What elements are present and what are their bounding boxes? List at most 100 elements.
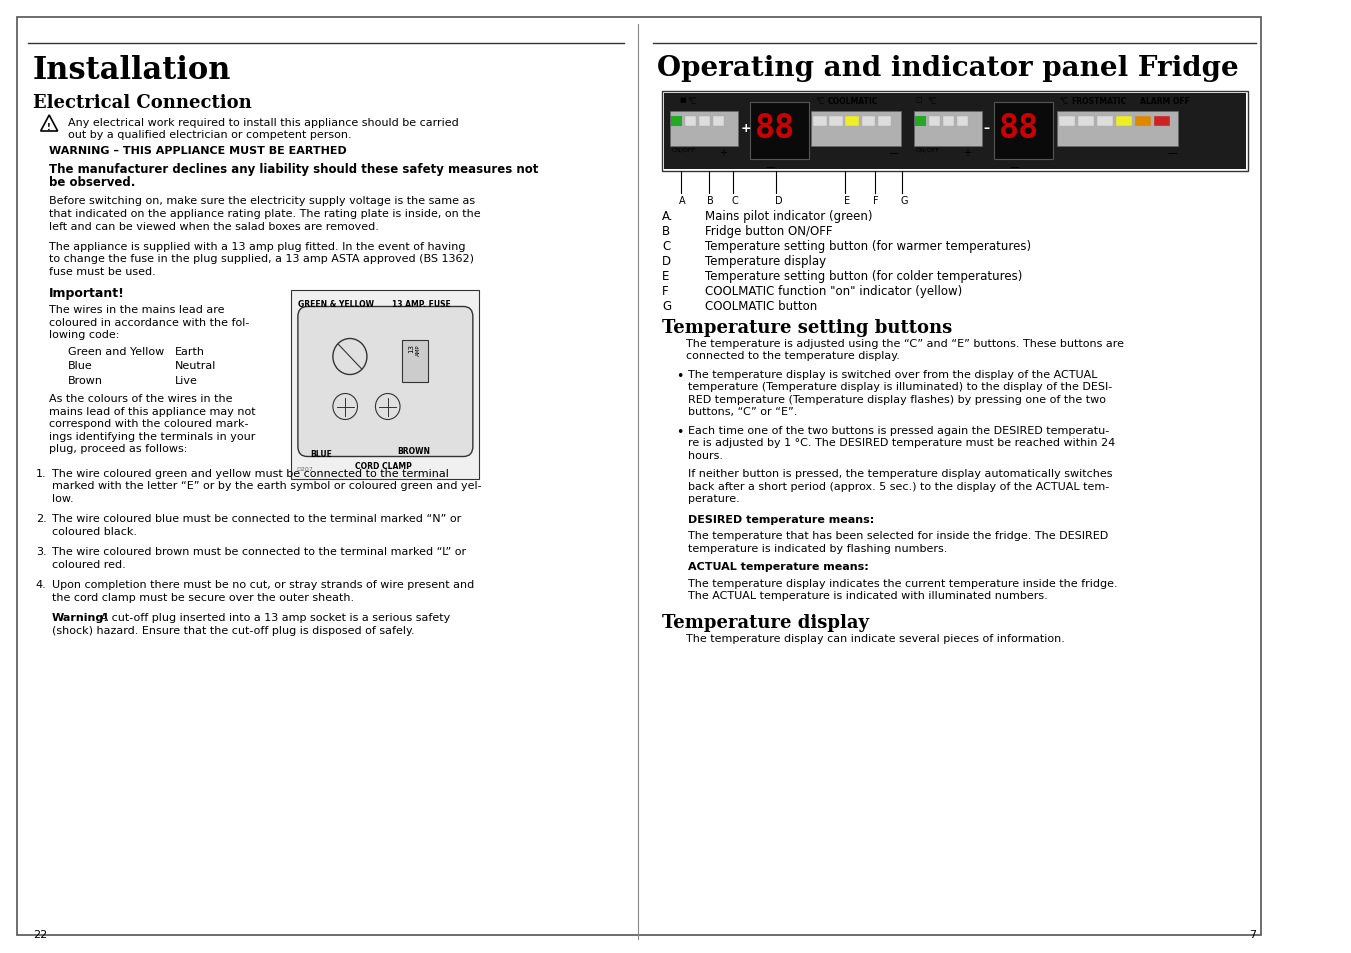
Text: the cord clamp must be secure over the outer sheath.: the cord clamp must be secure over the o… xyxy=(53,593,354,602)
Text: perature.: perature. xyxy=(688,494,739,504)
Text: E: E xyxy=(662,270,669,283)
Text: (shock) hazard. Ensure that the cut-off plug is disposed of safely.: (shock) hazard. Ensure that the cut-off … xyxy=(53,625,415,636)
Bar xyxy=(1135,117,1151,127)
Text: D: D xyxy=(662,254,671,268)
Text: 1.: 1. xyxy=(36,469,46,478)
Text: Each time one of the two buttons is pressed again the DESIRED temperatu-: Each time one of the two buttons is pres… xyxy=(688,426,1109,436)
Text: buttons, “C” or “E”.: buttons, “C” or “E”. xyxy=(688,407,797,417)
Text: Important!: Important! xyxy=(49,287,126,300)
Text: A.: A. xyxy=(662,210,674,223)
Text: Any electrical work required to install this appliance should be carried: Any electrical work required to install … xyxy=(68,118,459,128)
Text: 88: 88 xyxy=(755,112,794,145)
Text: Brown: Brown xyxy=(68,375,103,386)
Text: °C: °C xyxy=(815,97,824,106)
Text: The wires in the mains lead are: The wires in the mains lead are xyxy=(49,305,224,315)
Text: hours.: hours. xyxy=(688,451,723,460)
Text: temperature is indicated by flashing numbers.: temperature is indicated by flashing num… xyxy=(688,543,947,554)
Bar xyxy=(1078,117,1094,127)
Text: BROWN: BROWN xyxy=(397,447,430,456)
Bar xyxy=(928,117,940,127)
Text: The temperature display can indicate several pieces of information.: The temperature display can indicate sev… xyxy=(686,634,1065,643)
Text: Electrical Connection: Electrical Connection xyxy=(34,94,251,112)
Text: If neither button is pressed, the temperature display automatically switches: If neither button is pressed, the temper… xyxy=(688,469,1112,479)
Text: D: D xyxy=(774,195,782,206)
Text: As the colours of the wires in the: As the colours of the wires in the xyxy=(49,395,232,404)
Text: marked with the letter “E” or by the earth symbol or coloured green and yel-: marked with the letter “E” or by the ear… xyxy=(53,481,482,491)
Text: COOLMATIC function "on" indicator (yellow): COOLMATIC function "on" indicator (yello… xyxy=(705,285,962,297)
Text: that indicated on the appliance rating plate. The rating plate is inside, on the: that indicated on the appliance rating p… xyxy=(49,209,481,219)
Text: Temperature display: Temperature display xyxy=(662,614,869,631)
Text: Live: Live xyxy=(176,375,197,386)
Bar xyxy=(403,340,428,382)
Text: ings identifying the terminals in your: ings identifying the terminals in your xyxy=(49,432,255,441)
Bar xyxy=(916,117,925,127)
Text: E: E xyxy=(843,195,850,206)
Text: F: F xyxy=(662,285,669,297)
Text: —: — xyxy=(1169,148,1178,158)
FancyBboxPatch shape xyxy=(662,91,1248,172)
Text: Mains pilot indicator (green): Mains pilot indicator (green) xyxy=(705,210,871,223)
Text: Blue: Blue xyxy=(68,361,93,371)
Text: !: ! xyxy=(47,122,51,132)
Text: F: F xyxy=(873,195,878,206)
Text: +: + xyxy=(740,122,751,135)
FancyBboxPatch shape xyxy=(292,291,480,479)
FancyBboxPatch shape xyxy=(1058,112,1178,147)
Bar xyxy=(943,117,954,127)
Bar xyxy=(1059,117,1075,127)
Text: coloured black.: coloured black. xyxy=(53,526,136,537)
Text: lowing code:: lowing code: xyxy=(49,330,119,340)
Text: The temperature that has been selected for inside the fridge. The DESIRED: The temperature that has been selected f… xyxy=(688,531,1108,541)
Text: B: B xyxy=(708,195,715,206)
Text: re is adjusted by 1 °C. The DESIRED temperature must be reached within 24: re is adjusted by 1 °C. The DESIRED temp… xyxy=(688,438,1115,448)
Bar xyxy=(671,117,682,127)
Text: Warning!: Warning! xyxy=(53,613,109,623)
Text: 13 AMP. FUSE: 13 AMP. FUSE xyxy=(393,300,451,309)
Text: plug, proceed as follows:: plug, proceed as follows: xyxy=(49,444,188,454)
Text: °C: °C xyxy=(1059,97,1069,106)
Text: ON/OFF: ON/OFF xyxy=(916,148,939,152)
Text: mains lead of this appliance may not: mains lead of this appliance may not xyxy=(49,407,255,416)
Text: connected to the temperature display.: connected to the temperature display. xyxy=(686,351,900,361)
Text: A: A xyxy=(680,195,686,206)
Text: temperature (Temperature display is illuminated) to the display of the DESI-: temperature (Temperature display is illu… xyxy=(688,382,1112,392)
Text: +: + xyxy=(963,148,971,158)
Text: –: – xyxy=(984,122,990,135)
Text: Neutral: Neutral xyxy=(176,361,216,371)
Text: GREEN & YELLOW: GREEN & YELLOW xyxy=(299,300,374,309)
FancyBboxPatch shape xyxy=(913,112,982,147)
FancyBboxPatch shape xyxy=(812,112,901,147)
Text: COOLMATIC: COOLMATIC xyxy=(828,97,878,106)
Text: FROSTMATIC: FROSTMATIC xyxy=(1071,97,1127,106)
Text: Green and Yellow: Green and Yellow xyxy=(68,347,165,356)
Text: •: • xyxy=(677,370,684,382)
Text: C: C xyxy=(731,195,738,206)
Text: Operating and indicator panel Fridge: Operating and indicator panel Fridge xyxy=(658,55,1239,82)
Text: to change the fuse in the plug supplied, a 13 amp ASTA approved (BS 1362): to change the fuse in the plug supplied,… xyxy=(49,254,474,264)
Bar xyxy=(1154,117,1170,127)
Text: RED temperature (Temperature display flashes) by pressing one of the two: RED temperature (Temperature display fla… xyxy=(688,395,1105,405)
Text: WARNING – THIS APPLIANCE MUST BE EARTHED: WARNING – THIS APPLIANCE MUST BE EARTHED xyxy=(49,146,347,156)
Text: ALARM OFF: ALARM OFF xyxy=(1140,97,1189,106)
Text: G: G xyxy=(662,299,671,313)
FancyBboxPatch shape xyxy=(670,112,738,147)
Text: —: — xyxy=(1009,162,1019,172)
Bar xyxy=(698,117,711,127)
Text: The appliance is supplied with a 13 amp plug fitted. In the event of having: The appliance is supplied with a 13 amp … xyxy=(49,242,466,252)
Text: fuse must be used.: fuse must be used. xyxy=(49,267,155,276)
Text: ON/OFF: ON/OFF xyxy=(671,148,696,152)
Text: 7: 7 xyxy=(1248,929,1256,939)
Text: The wire coloured blue must be connected to the terminal marked “N” or: The wire coloured blue must be connected… xyxy=(53,514,461,524)
Text: 22: 22 xyxy=(34,929,47,939)
Text: DESIRED temperature means:: DESIRED temperature means: xyxy=(688,515,874,524)
Bar xyxy=(957,117,969,127)
Text: ■: ■ xyxy=(680,97,686,103)
Text: B: B xyxy=(662,225,670,237)
Text: The temperature is adjusted using the “C” and “E” buttons. These buttons are: The temperature is adjusted using the “C… xyxy=(686,338,1124,349)
Text: +: + xyxy=(719,148,727,158)
Text: AMP: AMP xyxy=(416,344,422,355)
Text: COOLMATIC button: COOLMATIC button xyxy=(705,299,817,313)
Text: 88: 88 xyxy=(998,112,1039,145)
Text: The ACTUAL temperature is indicated with illuminated numbers.: The ACTUAL temperature is indicated with… xyxy=(688,591,1047,601)
Text: The temperature display is switched over from the display of the ACTUAL: The temperature display is switched over… xyxy=(688,370,1097,379)
